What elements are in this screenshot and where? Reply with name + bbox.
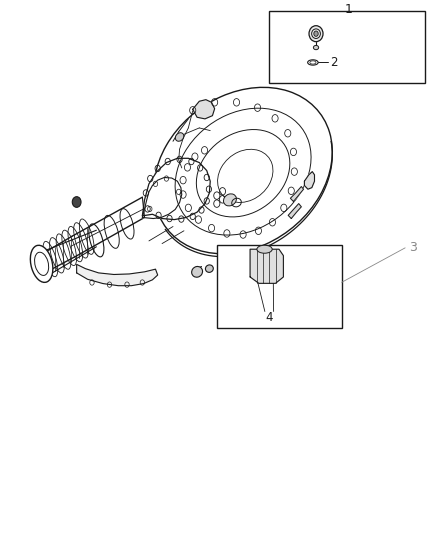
Ellipse shape <box>314 45 318 50</box>
Bar <box>220 260 228 269</box>
Bar <box>217 245 342 328</box>
Text: 4: 4 <box>265 311 273 325</box>
Ellipse shape <box>223 194 237 206</box>
Ellipse shape <box>154 87 332 254</box>
Ellipse shape <box>314 31 318 36</box>
Polygon shape <box>304 172 314 189</box>
Ellipse shape <box>205 265 213 272</box>
Ellipse shape <box>30 245 53 282</box>
Ellipse shape <box>309 26 323 42</box>
Polygon shape <box>42 197 145 273</box>
Polygon shape <box>288 204 301 219</box>
Polygon shape <box>193 100 215 119</box>
Bar <box>269 11 425 83</box>
Ellipse shape <box>192 266 202 277</box>
Polygon shape <box>290 187 304 201</box>
Circle shape <box>72 197 81 207</box>
Ellipse shape <box>257 245 272 253</box>
Text: 3: 3 <box>410 241 417 254</box>
Polygon shape <box>142 158 210 220</box>
Polygon shape <box>77 264 158 286</box>
Polygon shape <box>250 249 283 284</box>
Ellipse shape <box>175 133 184 141</box>
Text: 2: 2 <box>330 56 338 69</box>
Polygon shape <box>142 177 182 219</box>
Text: 1: 1 <box>344 3 352 15</box>
